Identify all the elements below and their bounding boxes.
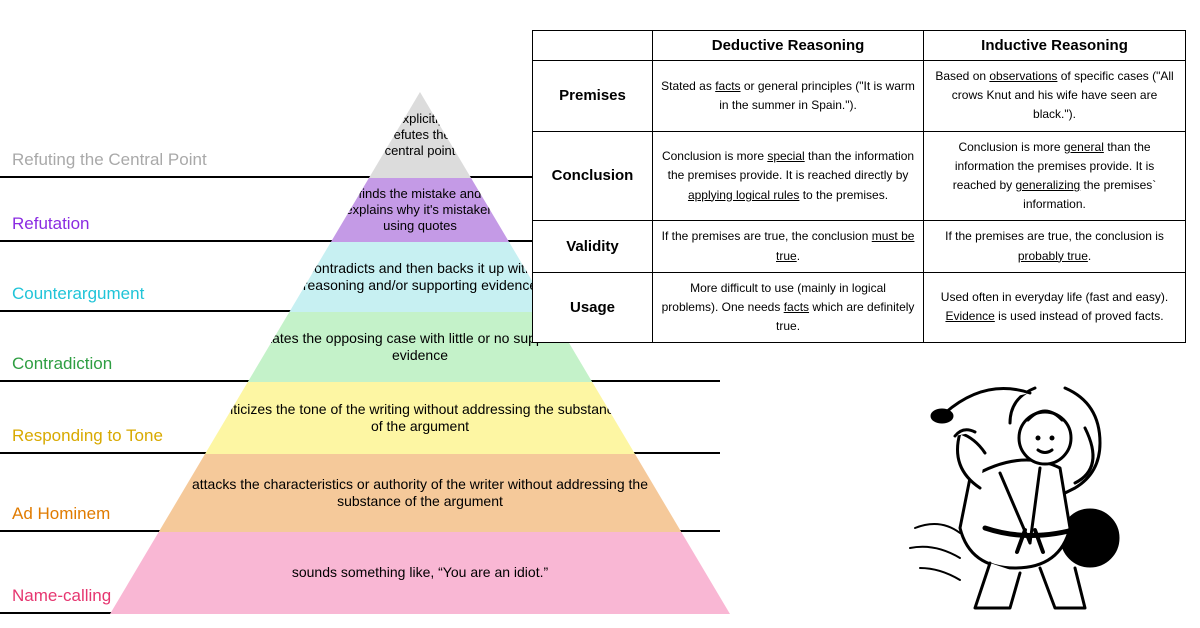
pyramid-level-label: Name-calling [12,586,111,606]
pyramid-level-text: sounds something like, “You are an idiot… [292,564,548,582]
col-deductive: Deductive Reasoning [653,31,924,61]
pyramid-level: Name-calling sounds something like, “You … [0,532,720,614]
row-head: Usage [533,272,653,343]
pyramid-level-body: explicitly refutes the central point [369,92,471,178]
pyramid-level-text: attacks the characteristics or authority… [169,476,672,511]
pyramid-level-label: Refutation [12,214,90,234]
cell-deductive: Conclusion is more special than the info… [653,131,924,221]
cell-inductive: Used often in everyday life (fast and ea… [924,272,1186,343]
pyramid-level-body: attacks the characteristics or authority… [159,454,682,532]
pyramid-level-label: Ad Hominem [12,504,110,524]
cell-deductive: More difficult to use (mainly in logical… [653,272,924,343]
cell-inductive: Conclusion is more general than the info… [924,131,1186,221]
pyramid-level-body: contradicts and then backs it up with re… [289,242,550,312]
pyramid-level-label: Contradiction [12,354,112,374]
pyramid-level-text: finds the mistake and explains why it's … [341,186,499,235]
pyramid-level-text: explicitly refutes the central point [379,111,461,160]
table-row: PremisesStated as facts or general princ… [533,61,1186,132]
pyramid-level-label: Counterargument [12,284,144,304]
pyramid-level-label: Refuting the Central Point [12,150,207,170]
pyramid-level-text: criticizes the tone of the writing witho… [215,401,625,436]
pyramid-level-body: sounds something like, “You are an idiot… [110,532,730,614]
pyramid-level-body: finds the mistake and explains why it's … [331,178,509,242]
row-head: Conclusion [533,131,653,221]
cell-inductive: Based on observations of specific cases … [924,61,1186,132]
table-row: ConclusionConclusion is more special tha… [533,131,1186,221]
row-head: Validity [533,221,653,272]
table-row: UsageMore difficult to use (mainly in lo… [533,272,1186,343]
cell-inductive: If the premises are true, the conclusion… [924,221,1186,272]
pyramid-level: Responding to Tone criticizes the tone of… [0,382,720,454]
pyramid-level: Ad Hominem attacks the characteristics or… [0,454,720,532]
judo-illustration [880,358,1160,618]
table-header-row: Deductive Reasoning Inductive Reasoning [533,31,1186,61]
table-row: ValidityIf the premises are true, the co… [533,221,1186,272]
pyramid-level-label: Responding to Tone [12,426,163,446]
pyramid-level-body: criticizes the tone of the writing witho… [205,382,635,454]
cell-deductive: Stated as facts or general principles ("… [653,61,924,132]
row-head: Premises [533,61,653,132]
table-corner-cell [533,31,653,61]
pyramid-level-text: contradicts and then backs it up with re… [299,260,540,295]
col-inductive: Inductive Reasoning [924,31,1186,61]
reasoning-table: Deductive Reasoning Inductive Reasoning … [532,30,1186,343]
cell-deductive: If the premises are true, the conclusion… [653,221,924,272]
